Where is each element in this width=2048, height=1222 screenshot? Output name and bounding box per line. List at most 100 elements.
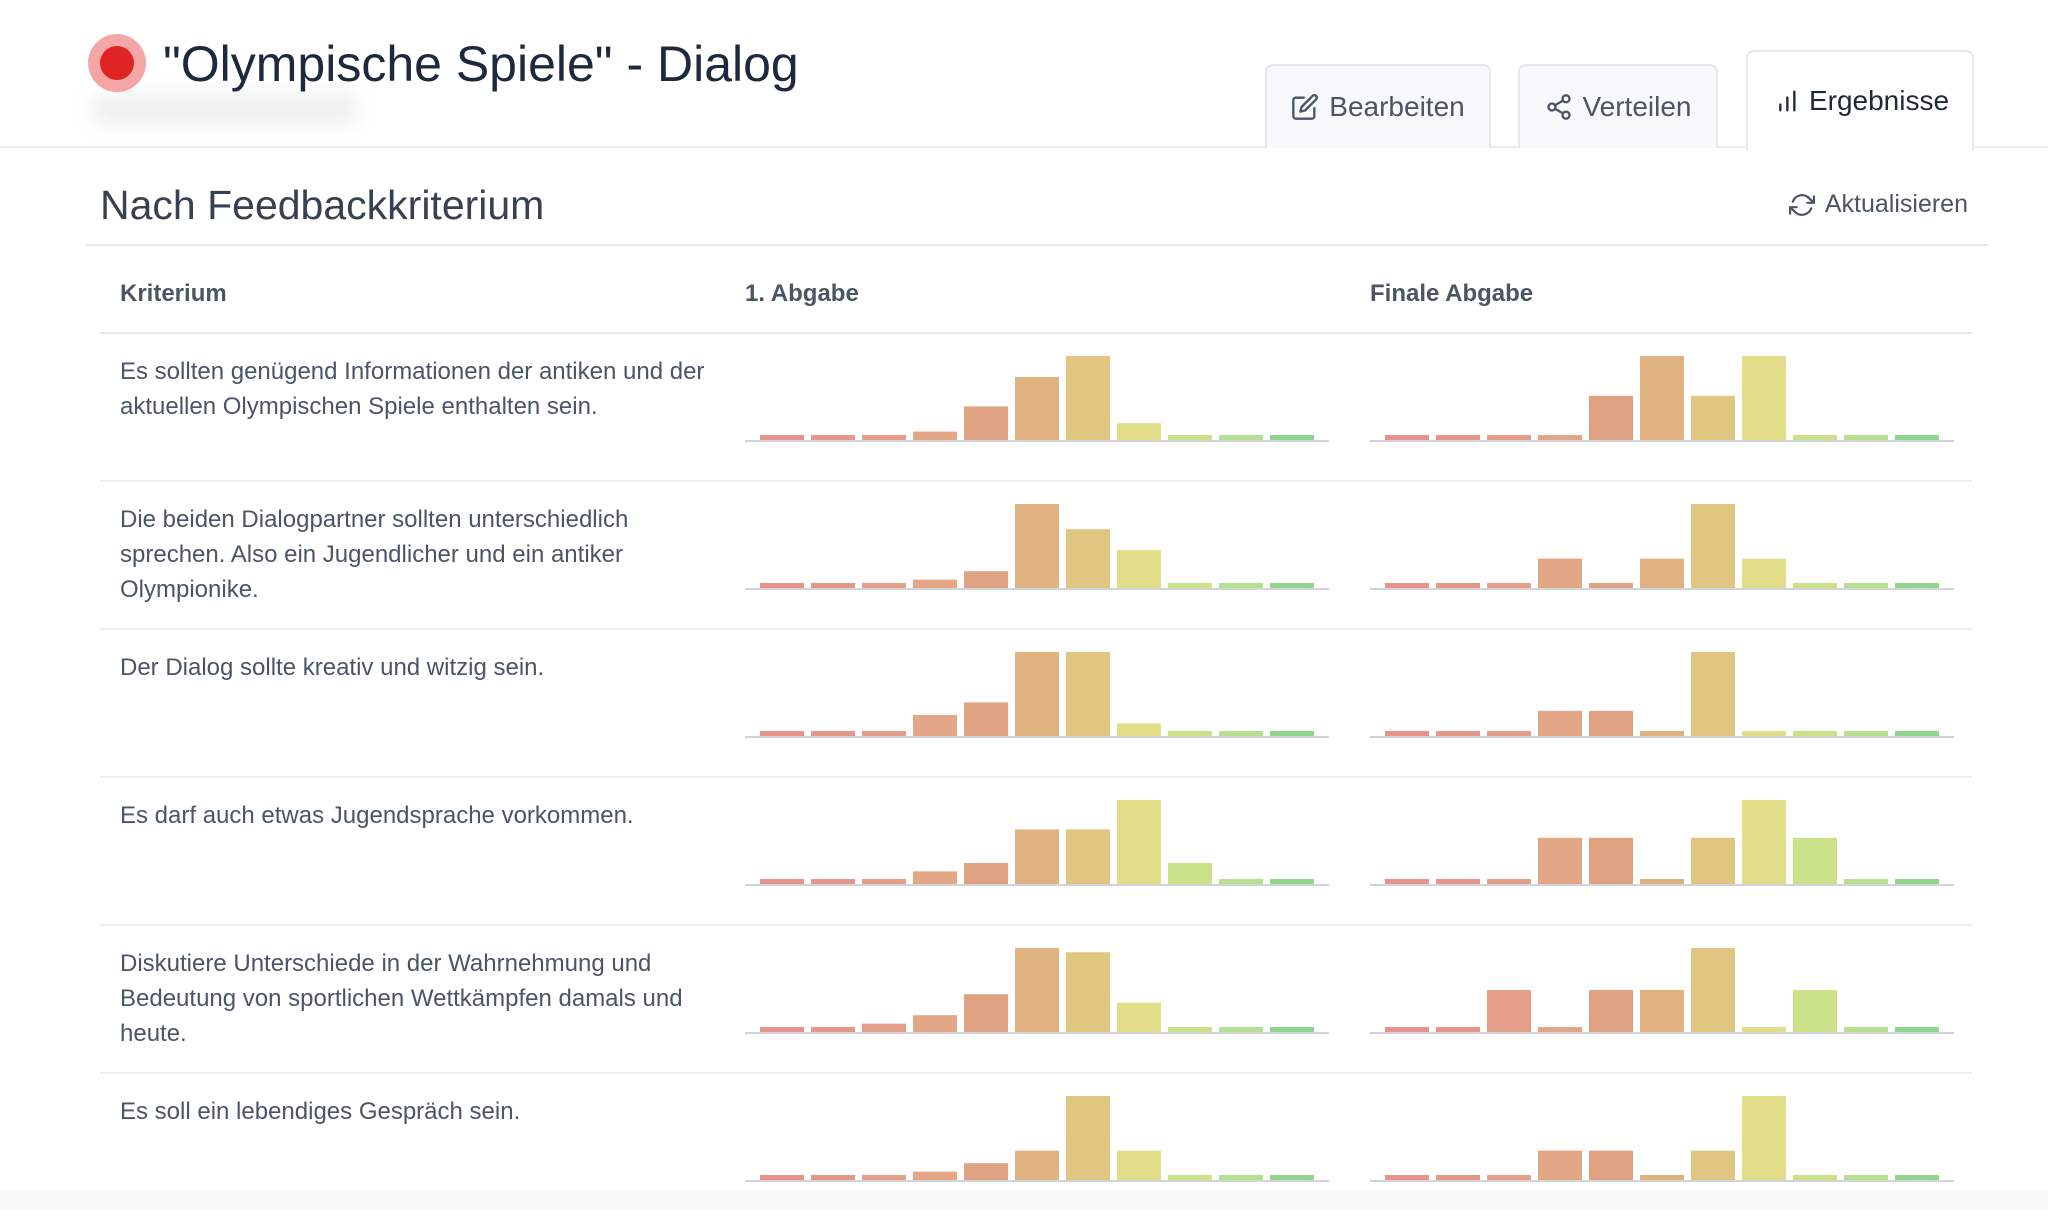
histogram-svg	[1370, 356, 1954, 442]
histogram-bar	[1015, 377, 1059, 440]
histogram-bar	[811, 1027, 855, 1032]
histogram-svg	[1370, 948, 1954, 1034]
histogram-bar	[1742, 356, 1786, 440]
histogram-bar	[1538, 710, 1582, 736]
table-row: Der Dialog sollte kreativ und witzig sei…	[100, 630, 1972, 778]
histogram-first-submission	[745, 1074, 1345, 1222]
histogram-bar	[1168, 1175, 1212, 1180]
histogram-bar	[1219, 879, 1263, 884]
histogram-bar	[862, 731, 906, 736]
histogram-bar	[1117, 1002, 1161, 1032]
column-header-kriterium: Kriterium	[120, 280, 227, 307]
histogram-bar	[1793, 435, 1837, 440]
histogram-bar	[1640, 1175, 1684, 1180]
histogram-bar	[1117, 550, 1161, 588]
histogram-bar	[1742, 558, 1786, 588]
section-title: Nach Feedbackkriterium	[100, 182, 545, 228]
histogram-svg	[745, 504, 1329, 590]
histogram-svg	[745, 652, 1329, 738]
histogram-bar	[1270, 1027, 1314, 1032]
edit-icon	[1292, 94, 1319, 120]
histogram-bar	[1436, 879, 1480, 884]
histogram-bar	[1538, 435, 1582, 440]
histogram-bar	[760, 879, 804, 884]
histogram-bar	[1895, 731, 1939, 736]
histogram-bar	[1895, 879, 1939, 884]
histogram-bar	[913, 1015, 957, 1032]
histogram-bar	[862, 879, 906, 884]
tab-ergebnisse[interactable]: Ergebnisse	[1746, 50, 1974, 150]
tab-label: Ergebnisse	[1808, 85, 1950, 116]
histogram-svg	[745, 948, 1329, 1034]
histogram-bar	[1270, 435, 1314, 440]
histogram-bar	[862, 1023, 906, 1032]
histogram-bar	[1117, 1150, 1161, 1180]
histogram-bar	[1270, 583, 1314, 588]
histogram-bar	[1793, 1175, 1837, 1180]
histogram-svg	[745, 356, 1329, 442]
refresh-button[interactable]: Aktualisieren	[1788, 190, 1968, 219]
criterion-text: Der Dialog sollte kreativ und witzig sei…	[120, 654, 545, 681]
histogram-bar	[760, 731, 804, 736]
histogram-bar	[760, 583, 804, 588]
histogram-first-submission	[745, 482, 1345, 630]
histogram-bar	[1385, 1027, 1429, 1032]
criterion-text: Die beiden Dialogpartner sollten untersc…	[120, 506, 629, 603]
histogram-bar	[1742, 1027, 1786, 1032]
histogram-bar	[913, 715, 957, 736]
histogram-bar	[1538, 1150, 1582, 1180]
tab-verteilen[interactable]: Verteilen	[1518, 64, 1718, 148]
histogram-bar	[1793, 837, 1837, 884]
histogram-bar	[1168, 1027, 1212, 1032]
criterion-text: Diskutiere Unterschiede in der Wahrnehmu…	[120, 950, 683, 1047]
histogram-bar	[1895, 1027, 1939, 1032]
histogram-bar	[1015, 504, 1059, 588]
histogram-bar	[1895, 1175, 1939, 1180]
histogram-bar	[964, 571, 1008, 588]
histogram-bar	[760, 1027, 804, 1032]
histogram-bar	[1844, 1175, 1888, 1180]
histogram-bar	[1385, 1175, 1429, 1180]
histogram-bar	[1015, 829, 1059, 884]
histogram-bar	[1793, 731, 1837, 736]
histogram-bar	[1589, 583, 1633, 588]
histogram-bar	[1589, 990, 1633, 1032]
histogram-bar	[1436, 1175, 1480, 1180]
histogram-bar	[1219, 583, 1263, 588]
histogram-bar	[1538, 558, 1582, 588]
histogram-bar	[964, 406, 1008, 440]
histogram-svg	[1370, 1096, 1954, 1182]
histogram-bar	[811, 731, 855, 736]
title-shadow	[90, 92, 360, 126]
histogram-bar	[811, 879, 855, 884]
record-status-icon	[88, 34, 146, 92]
tab-bearbeiten[interactable]: Bearbeiten	[1265, 64, 1491, 148]
histogram-bar	[1640, 731, 1684, 736]
histogram-bar	[1691, 1150, 1735, 1180]
histogram-bar	[1691, 504, 1735, 588]
histogram-final-submission	[1370, 482, 1970, 630]
histogram-bar	[1168, 435, 1212, 440]
histogram-bar	[862, 435, 906, 440]
histogram-bar	[1640, 558, 1684, 588]
histogram-bar	[964, 863, 1008, 884]
histogram-bar	[862, 1175, 906, 1180]
histogram-bar	[1219, 1027, 1263, 1032]
histogram-bar	[1117, 723, 1161, 736]
histogram-bar	[1487, 879, 1531, 884]
histogram-bar	[1219, 1175, 1263, 1180]
histogram-bar	[1066, 952, 1110, 1032]
histogram-bar	[1015, 1150, 1059, 1180]
histogram-bar	[913, 1171, 957, 1180]
histogram-bar	[1895, 435, 1939, 440]
histogram-svg	[745, 800, 1329, 886]
histogram-bar	[811, 583, 855, 588]
histogram-bar	[1538, 1027, 1582, 1032]
histogram-bar	[1168, 583, 1212, 588]
page-bottom-edge	[0, 1190, 2048, 1210]
section-divider	[86, 244, 1988, 246]
histogram-bar	[1436, 1027, 1480, 1032]
histogram-bar	[913, 871, 957, 884]
table-row: Es soll ein lebendiges Gespräch sein.	[100, 1074, 1972, 1222]
criterion-text: Es soll ein lebendiges Gespräch sein.	[120, 1098, 521, 1125]
